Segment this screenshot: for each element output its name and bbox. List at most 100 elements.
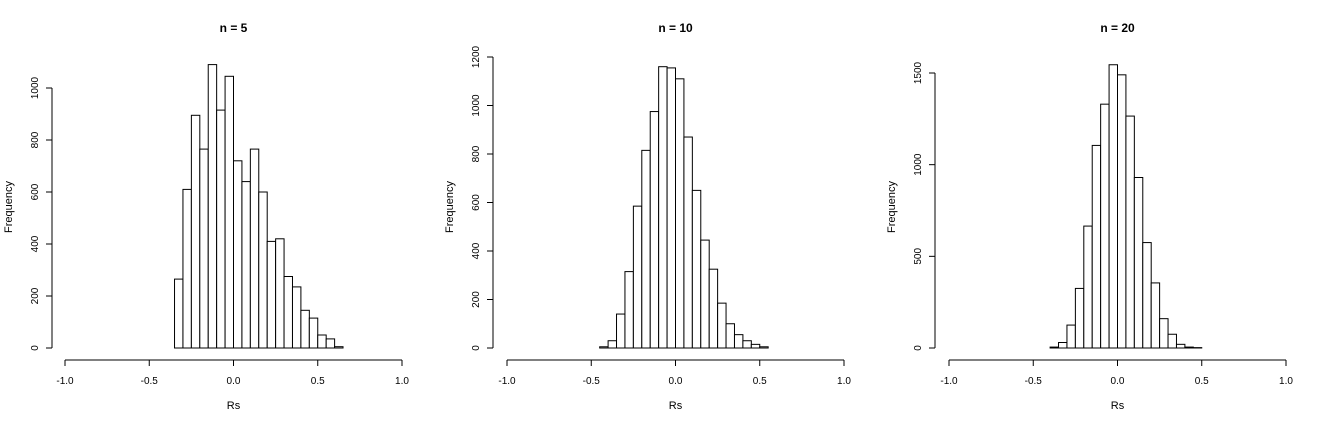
x-tick-label: 0.5 xyxy=(311,376,325,387)
y-tick-label: 500 xyxy=(913,248,924,265)
histogram-bar xyxy=(692,190,700,348)
histogram-bar xyxy=(726,324,734,348)
x-tick-label: 0.5 xyxy=(753,376,767,387)
histogram-bar xyxy=(1109,65,1117,348)
histogram-bar xyxy=(191,115,199,348)
y-tick-label: 0 xyxy=(30,345,41,351)
y-tick-label: 1000 xyxy=(913,153,924,176)
histogram-bar xyxy=(1143,243,1151,348)
histogram-bar xyxy=(1101,104,1109,348)
histogram-bar xyxy=(608,341,616,348)
x-tick-label: -0.5 xyxy=(1025,376,1043,387)
x-tick-label: -1.0 xyxy=(56,376,74,387)
x-tick-label: -1.0 xyxy=(940,376,958,387)
histogram-bar xyxy=(667,68,675,348)
y-tick-label: 600 xyxy=(471,194,482,211)
y-axis-label: Frequency xyxy=(444,181,456,233)
y-tick-label: 800 xyxy=(30,131,41,148)
histogram-bar xyxy=(625,272,633,348)
histogram-bar xyxy=(284,277,292,349)
histogram-bar xyxy=(259,192,267,348)
histogram-bar xyxy=(617,314,625,348)
x-axis-label: Rs xyxy=(1111,400,1125,412)
y-tick-label: 1200 xyxy=(471,45,482,68)
histogram-bar xyxy=(267,241,275,348)
histogram-bar xyxy=(175,279,183,348)
histogram-bar xyxy=(217,110,225,348)
histogram-bar xyxy=(1050,347,1058,348)
x-tick-label: -0.5 xyxy=(583,376,601,387)
histogram-bar xyxy=(633,206,641,348)
histogram-bar xyxy=(1151,283,1159,348)
histogram-bar xyxy=(709,269,717,348)
histogram-bar xyxy=(225,76,233,348)
histogram-bar xyxy=(1067,325,1075,348)
histogram-bar xyxy=(684,137,692,348)
x-axis-label: Rs xyxy=(227,400,241,412)
histogram-bar xyxy=(1118,75,1126,348)
histogram-bar xyxy=(600,347,608,348)
histogram-bar xyxy=(1134,178,1142,349)
x-tick-label: -1.0 xyxy=(498,376,516,387)
histogram-bar xyxy=(276,239,284,348)
y-tick-label: 400 xyxy=(30,235,41,252)
y-tick-label: 1000 xyxy=(30,76,41,99)
histogram-bar xyxy=(659,67,667,348)
histogram-bar xyxy=(751,344,759,348)
histogram-bar xyxy=(701,240,709,348)
histogram-bar xyxy=(734,335,742,348)
histogram-bar xyxy=(718,303,726,348)
histogram-bar xyxy=(326,339,334,348)
y-tick-label: 200 xyxy=(30,287,41,304)
y-tick-label: 200 xyxy=(471,291,482,308)
histogram-bar xyxy=(642,150,650,348)
histogram-bar xyxy=(309,318,317,348)
y-axis-label: Frequency xyxy=(886,181,898,233)
x-tick-label: 1.0 xyxy=(395,376,409,387)
histogram-bar xyxy=(301,310,309,348)
histogram-bar xyxy=(250,149,258,348)
y-tick-label: 0 xyxy=(471,345,482,351)
histogram-bar xyxy=(743,341,751,348)
chart-title: n = 5 xyxy=(220,21,248,35)
y-tick-label: 1000 xyxy=(471,94,482,117)
histogram-panel-2: n = 10 -1.0 -0.5 0.0 0.5 1.0 Rs 0 200 400 600 800 10… xyxy=(444,21,851,412)
histogram-bar xyxy=(1092,145,1100,348)
x-tick-label: 0.0 xyxy=(1111,376,1125,387)
y-tick-label: 400 xyxy=(471,242,482,259)
x-tick-label: 0.0 xyxy=(227,376,241,387)
histogram-bar xyxy=(1176,344,1184,348)
histogram-bar xyxy=(242,182,250,348)
y-axis-label: Frequency xyxy=(3,181,15,233)
y-tick-label: 800 xyxy=(471,145,482,162)
x-tick-label: 0.5 xyxy=(1195,376,1209,387)
chart-title: n = 20 xyxy=(1100,21,1135,35)
y-tick-label: 600 xyxy=(30,183,41,200)
histogram-bar xyxy=(1168,334,1176,348)
histogram-bar xyxy=(292,287,300,348)
x-tick-label: 0.0 xyxy=(669,376,683,387)
histogram-panel-3: n = 20 -1.0 -0.5 0.0 0.5 1.0 Rs 0 500 1000 1500 Fre… xyxy=(886,21,1293,412)
x-axis-label: Rs xyxy=(669,400,683,412)
histogram-bar xyxy=(318,335,326,348)
histogram-panel-1: n = 5 -1.0 -0.5 0.0 0.5 1.0 Rs 0 200 400 600 800 100… xyxy=(3,21,409,412)
histogram-bar xyxy=(183,189,191,348)
histogram-bar xyxy=(335,347,343,348)
histogram-bar xyxy=(1185,347,1193,348)
y-tick-label: 0 xyxy=(913,345,924,351)
y-tick-label: 1500 xyxy=(913,61,924,84)
chart-title: n = 10 xyxy=(658,21,693,35)
histogram-bar xyxy=(1075,288,1083,348)
histogram-bar xyxy=(650,112,658,348)
x-tick-label: -0.5 xyxy=(141,376,159,387)
x-tick-label: 1.0 xyxy=(1279,376,1293,387)
histogram-bar xyxy=(208,65,216,348)
histogram-bar xyxy=(1084,226,1092,348)
histogram-bar xyxy=(760,347,768,348)
x-tick-label: 1.0 xyxy=(837,376,851,387)
histogram-bar xyxy=(1160,319,1168,348)
histogram-bar xyxy=(1059,343,1067,349)
histogram-bar xyxy=(234,161,242,348)
